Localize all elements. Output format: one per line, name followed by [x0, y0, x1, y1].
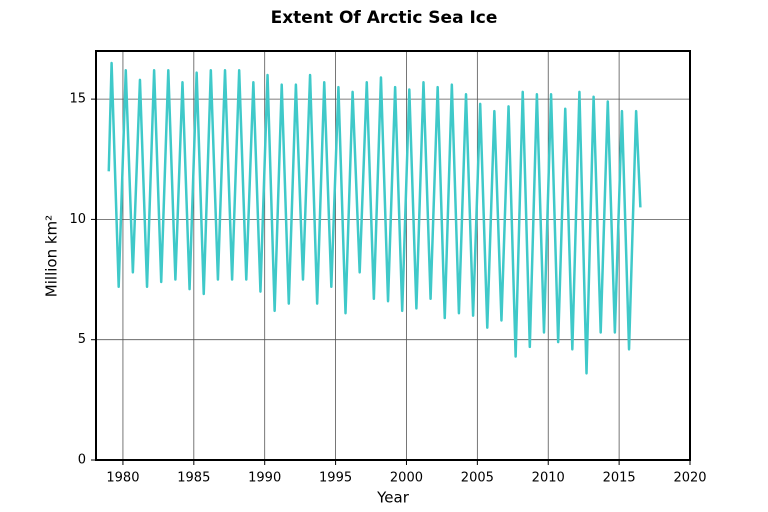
x-tick-label: 2010	[532, 471, 565, 486]
chart-title: Extent Of Arctic Sea Ice	[271, 8, 498, 28]
y-tick-label: 15	[69, 92, 86, 107]
y-tick-label: 5	[78, 332, 86, 347]
y-tick-label: 10	[69, 212, 86, 227]
y-axis-label: Million km²	[43, 215, 61, 297]
x-tick-label: 2020	[673, 471, 706, 486]
x-tick-label: 2005	[461, 471, 494, 486]
y-tick-label: 0	[78, 453, 86, 468]
x-tick-label: 1995	[319, 471, 352, 486]
x-tick-label: 2000	[390, 471, 423, 486]
x-tick-label: 1980	[106, 471, 139, 486]
data-line	[107, 61, 642, 375]
x-axis-label: Year	[376, 489, 410, 507]
x-tick-label: 1990	[248, 471, 281, 486]
x-tick-label: 2015	[603, 471, 636, 486]
plot-frame	[95, 50, 691, 461]
x-tick-label: 1985	[177, 471, 210, 486]
